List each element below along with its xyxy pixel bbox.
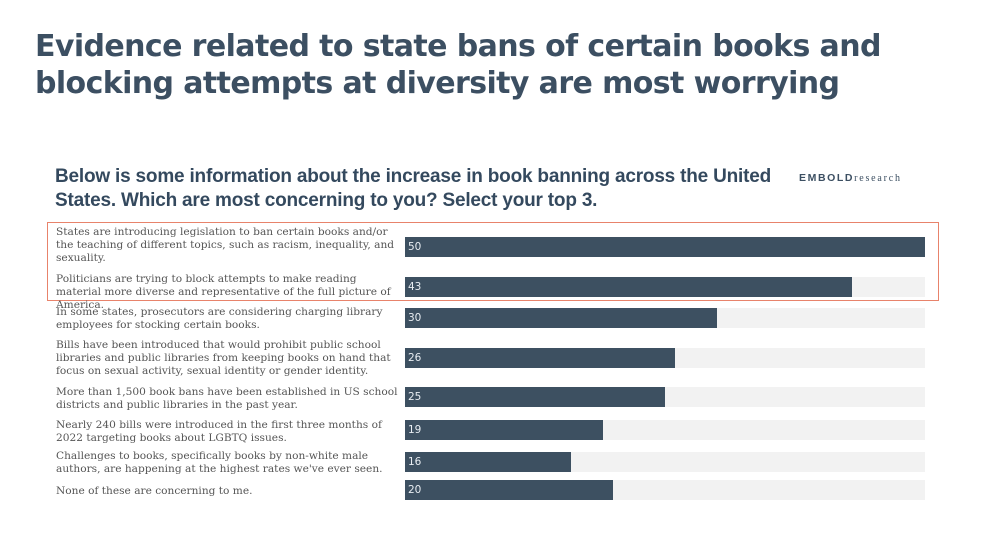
bar-track: 30	[405, 308, 925, 328]
chart-title: Below is some information about the incr…	[55, 166, 772, 211]
bar-track: 16	[405, 452, 925, 472]
category-label: Politicians are trying to block attempts…	[56, 273, 391, 312]
bar: 50	[405, 237, 925, 257]
bar: 20	[405, 480, 613, 500]
category-label: Challenges to books, specifically books …	[56, 450, 383, 476]
bar-value-label: 43	[408, 281, 422, 293]
category-label: More than 1,500 book bans have been esta…	[56, 386, 398, 412]
bar: 25	[405, 387, 665, 407]
bar-track: 26	[405, 348, 925, 368]
bar-value-label: 26	[408, 352, 422, 364]
slide-title: Evidence related to state bans of certai…	[35, 29, 881, 101]
bar: 43	[405, 277, 852, 297]
bar-value-label: 50	[408, 241, 422, 253]
bar-value-label: 25	[408, 391, 422, 403]
category-label: States are introducing legislation to ba…	[56, 226, 395, 265]
category-label: Nearly 240 bills were introduced in the …	[56, 419, 382, 445]
bar-value-label: 19	[408, 424, 422, 436]
highlight-box	[47, 222, 939, 301]
bar: 19	[405, 420, 603, 440]
category-label: None of these are concerning to me.	[56, 485, 253, 497]
logo-bold-text: EMBOLD	[799, 172, 855, 184]
bar-track: 19	[405, 420, 925, 440]
bar-track: 25	[405, 387, 925, 407]
bar-track: 20	[405, 480, 925, 500]
bar-value-label: 30	[408, 312, 422, 324]
bar-track: 43	[405, 277, 925, 297]
embold-research-logo: EMBOLDresearch	[799, 172, 902, 184]
logo-light-text: research	[854, 173, 902, 184]
bar: 26	[405, 348, 675, 368]
category-label: In some states, prosecutors are consider…	[56, 306, 383, 332]
category-label: Bills have been introduced that would pr…	[56, 339, 391, 378]
bar-track: 50	[405, 237, 925, 257]
bar-value-label: 16	[408, 456, 422, 468]
bar-value-label: 20	[408, 484, 422, 496]
bar: 30	[405, 308, 717, 328]
bar: 16	[405, 452, 571, 472]
